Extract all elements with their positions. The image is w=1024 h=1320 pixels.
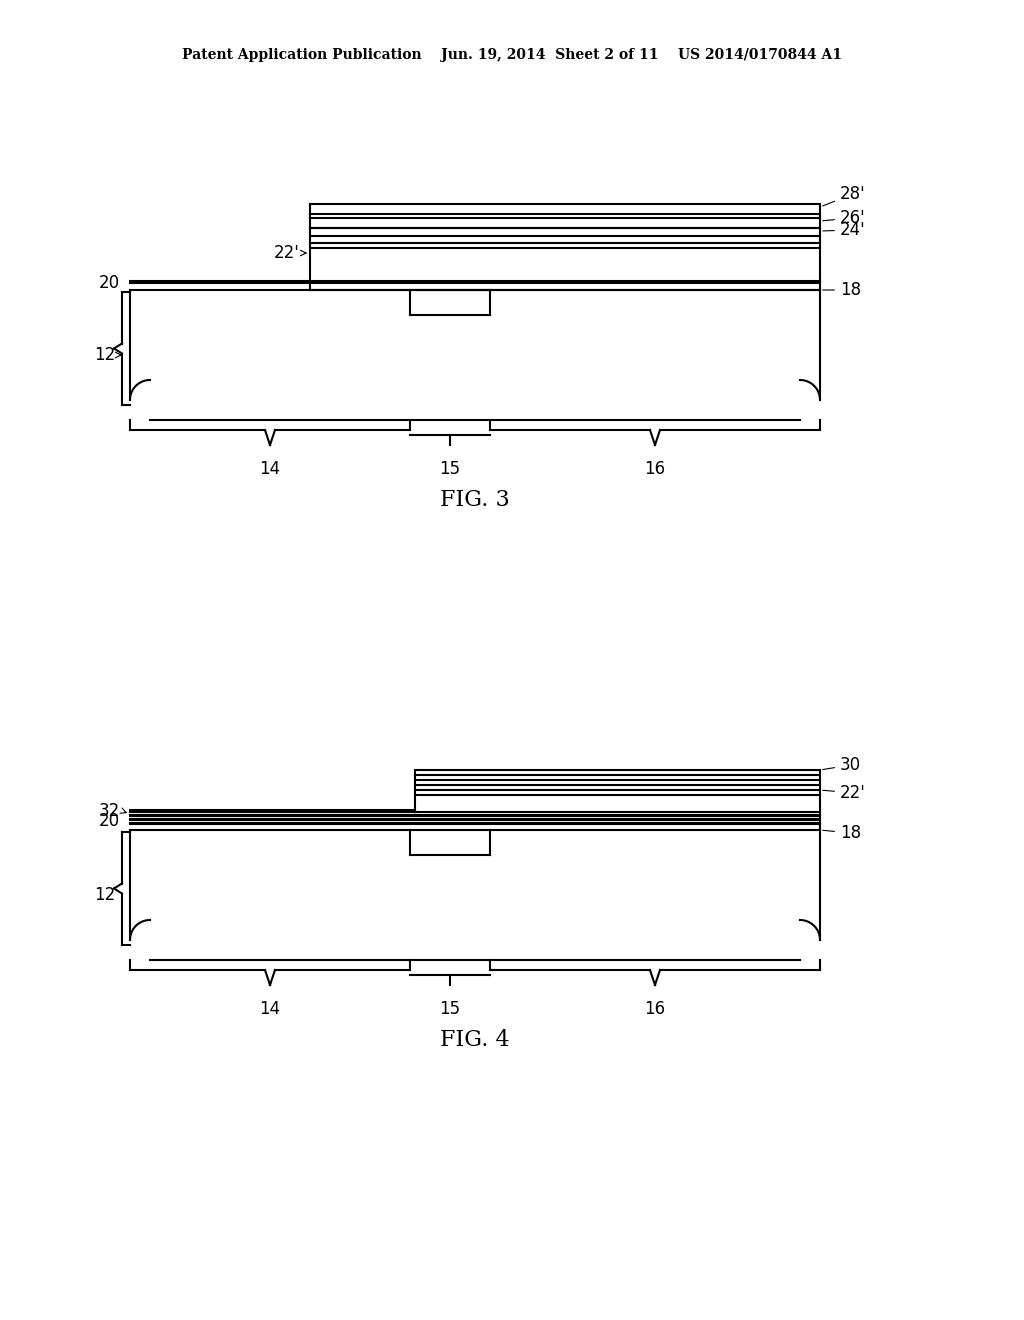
Text: FIG. 4: FIG. 4 bbox=[440, 1030, 510, 1051]
Text: 30: 30 bbox=[822, 756, 861, 774]
Text: 16: 16 bbox=[644, 1001, 666, 1018]
Text: 22': 22' bbox=[822, 784, 866, 803]
Text: 32: 32 bbox=[98, 803, 120, 820]
Text: FIG. 3: FIG. 3 bbox=[440, 488, 510, 511]
Text: 14: 14 bbox=[259, 459, 281, 478]
Text: 14: 14 bbox=[259, 1001, 281, 1018]
Text: 28': 28' bbox=[822, 185, 865, 206]
Text: 16: 16 bbox=[644, 459, 666, 478]
Text: 18: 18 bbox=[822, 281, 861, 300]
Text: 18: 18 bbox=[822, 824, 861, 842]
Text: 15: 15 bbox=[439, 1001, 461, 1018]
Text: 26': 26' bbox=[822, 209, 865, 227]
Text: 24': 24' bbox=[822, 220, 865, 239]
Text: 12: 12 bbox=[94, 886, 115, 904]
Text: 15: 15 bbox=[439, 459, 461, 478]
Text: 22': 22' bbox=[274, 244, 300, 261]
Text: Patent Application Publication    Jun. 19, 2014  Sheet 2 of 11    US 2014/017084: Patent Application Publication Jun. 19, … bbox=[182, 48, 842, 62]
Text: 20: 20 bbox=[99, 812, 120, 830]
Text: 12: 12 bbox=[94, 346, 115, 364]
Text: 20: 20 bbox=[99, 275, 120, 292]
